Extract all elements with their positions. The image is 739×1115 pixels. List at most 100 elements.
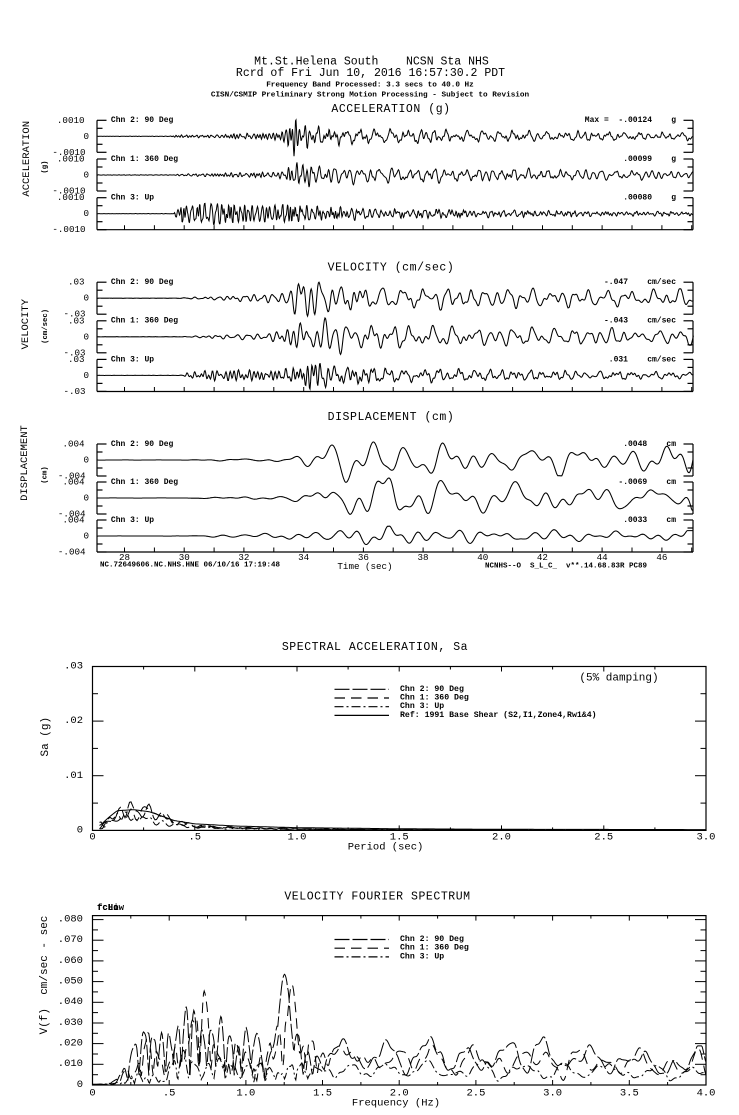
- svg-text:Chn 3: Up: Chn 3: Up: [111, 355, 154, 364]
- svg-text:0: 0: [83, 493, 89, 504]
- svg-text:(cm/sec): (cm/sec): [42, 309, 50, 344]
- svg-text:.00080 g: .00080 g: [623, 194, 676, 203]
- svg-text:-.004: -.004: [58, 547, 86, 558]
- svg-text:1.5: 1.5: [390, 832, 409, 844]
- svg-text:-.0010: -.0010: [52, 186, 85, 197]
- svg-text:3.0: 3.0: [543, 1088, 562, 1100]
- svg-text:1.0: 1.0: [236, 1088, 255, 1100]
- svg-text:36: 36: [358, 552, 369, 563]
- svg-text:42: 42: [537, 552, 548, 563]
- svg-text:30: 30: [179, 552, 190, 563]
- svg-text:.02: .02: [64, 715, 83, 727]
- svg-text:Chn 3: Up: Chn 3: Up: [111, 194, 154, 203]
- svg-text:2.0: 2.0: [492, 832, 511, 844]
- svg-text:3.5: 3.5: [620, 1088, 639, 1100]
- svg-text:NC.72649606.NC.NHS.HNE 06/10/1: NC.72649606.NC.NHS.HNE 06/10/16 17:19:48: [100, 562, 281, 570]
- svg-text:2.5: 2.5: [466, 1088, 485, 1100]
- svg-text:.00099 g: .00099 g: [623, 155, 676, 164]
- svg-text:.0033 cm: .0033 cm: [623, 516, 676, 525]
- svg-text:0: 0: [83, 170, 89, 181]
- svg-text:Ref: 1991 Base Shear (S2,I1,Zo: Ref: 1991 Base Shear (S2,I1,Zone4,Rw1&4): [400, 710, 597, 720]
- svg-text:Chn 2: 90 Deg: Chn 2: 90 Deg: [400, 684, 464, 694]
- svg-text:-.043 cm/sec: -.043 cm/sec: [604, 317, 676, 326]
- svg-text:3.0: 3.0: [697, 832, 716, 844]
- svg-text:0: 0: [77, 825, 83, 837]
- svg-text:.010: .010: [58, 1058, 83, 1070]
- svg-text:VELOCITY (cm/sec): VELOCITY (cm/sec): [328, 262, 455, 275]
- svg-text:0: 0: [89, 1088, 95, 1100]
- svg-text:Time (sec): Time (sec): [337, 561, 392, 572]
- svg-text:.050: .050: [58, 975, 83, 987]
- svg-text:Mt.St.Helena South NCSN Sta: Mt.St.Helena South NCSN Sta NHS: [254, 56, 489, 69]
- svg-text:-.03: -.03: [63, 347, 85, 358]
- svg-text:Sa (g): Sa (g): [40, 717, 52, 757]
- svg-text:fcHi: fcHi: [97, 903, 119, 913]
- svg-text:.5: .5: [163, 1088, 176, 1100]
- svg-text:V(f) cm/sec - sec: V(f) cm/sec - sec: [39, 916, 51, 1035]
- svg-text:.03: .03: [64, 661, 83, 673]
- svg-text:0: 0: [89, 832, 95, 844]
- svg-text:SPECTRAL ACCELERATION, Sa: SPECTRAL ACCELERATION, Sa: [282, 641, 468, 654]
- svg-text:.060: .060: [58, 955, 83, 967]
- svg-text:0: 0: [83, 370, 89, 381]
- svg-text:Chn 3: Up: Chn 3: Up: [111, 516, 154, 525]
- svg-text:VELOCITY FOURIER SPECTRUM: VELOCITY FOURIER SPECTRUM: [284, 891, 470, 904]
- svg-text:Rcrd of Fri Jun 10, 2016 16:57: Rcrd of Fri Jun 10, 2016 16:57:30.2 PDT: [236, 67, 505, 80]
- svg-text:Max = -.00124 g: Max = -.00124 g: [585, 116, 676, 125]
- svg-text:2.5: 2.5: [594, 832, 613, 844]
- svg-text:-.004: -.004: [58, 509, 86, 520]
- svg-text:.004: .004: [62, 439, 85, 450]
- svg-text:Frequency Band Processed: 3.3: Frequency Band Processed: 3.3 secs to 40…: [266, 82, 474, 90]
- svg-text:.040: .040: [58, 996, 83, 1008]
- svg-text:.031 cm/sec: .031 cm/sec: [609, 355, 676, 364]
- svg-text:0: 0: [83, 208, 89, 219]
- svg-text:Chn 1: 360 Deg: Chn 1: 360 Deg: [111, 317, 178, 326]
- svg-text:.070: .070: [58, 934, 83, 946]
- svg-text:Chn 1: 360 Deg: Chn 1: 360 Deg: [400, 943, 469, 953]
- svg-text:2.0: 2.0: [390, 1088, 409, 1100]
- svg-text:.5: .5: [188, 832, 201, 844]
- svg-text:Chn 1: 360 Deg: Chn 1: 360 Deg: [111, 478, 178, 487]
- svg-text:-.004: -.004: [58, 471, 86, 482]
- svg-text:-.0010: -.0010: [52, 224, 85, 235]
- svg-text:0: 0: [77, 1079, 83, 1091]
- svg-text:0: 0: [83, 331, 89, 342]
- svg-text:Chn 1: 360 Deg: Chn 1: 360 Deg: [400, 693, 469, 703]
- svg-text:DISPLACEMENT: DISPLACEMENT: [19, 425, 31, 501]
- svg-text:.020: .020: [58, 1037, 83, 1049]
- svg-text:.01: .01: [64, 770, 83, 782]
- svg-text:-.0010: -.0010: [52, 147, 85, 158]
- svg-text:-.03: -.03: [63, 386, 85, 397]
- svg-text:.03: .03: [68, 277, 85, 288]
- svg-text:.0010: .0010: [57, 154, 85, 165]
- svg-text:Chn 3: Up: Chn 3: Up: [400, 701, 444, 711]
- svg-text:-.03: -.03: [63, 309, 85, 320]
- svg-text:38: 38: [418, 552, 429, 563]
- svg-text:0: 0: [83, 455, 89, 466]
- svg-text:ACCELERATION (g): ACCELERATION (g): [331, 103, 450, 116]
- svg-text:44: 44: [597, 552, 609, 563]
- svg-text:.0010: .0010: [57, 115, 85, 126]
- svg-text:4.0: 4.0: [697, 1088, 716, 1100]
- svg-text:Chn 2: 90 Deg: Chn 2: 90 Deg: [111, 278, 174, 287]
- svg-text:34: 34: [298, 552, 310, 563]
- svg-text:0: 0: [83, 531, 89, 542]
- svg-text:DISPLACEMENT (cm): DISPLACEMENT (cm): [328, 411, 455, 424]
- svg-text:fcLow: fcLow: [97, 903, 125, 913]
- svg-text:VELOCITY: VELOCITY: [20, 298, 32, 349]
- svg-text:(g): (g): [42, 160, 50, 173]
- svg-text:40: 40: [477, 552, 488, 563]
- svg-text:Chn 2: 90 Deg: Chn 2: 90 Deg: [111, 440, 174, 449]
- svg-text:1.5: 1.5: [313, 1088, 332, 1100]
- svg-text:0: 0: [83, 293, 89, 304]
- svg-text:NCNHS--O S_L_C_ v**.14.68.83: NCNHS--O S_L_C_ v**.14.68.83R PC89: [485, 563, 648, 571]
- svg-text:.03: .03: [68, 315, 85, 326]
- svg-text:.030: .030: [58, 1017, 83, 1029]
- svg-text:ACCELERATION: ACCELERATION: [21, 121, 33, 197]
- svg-text:.0010: .0010: [57, 192, 85, 203]
- svg-text:Period (sec): Period (sec): [348, 842, 424, 854]
- svg-text:(cm): (cm): [42, 466, 50, 484]
- svg-text:Chn 3: Up: Chn 3: Up: [400, 951, 444, 961]
- svg-text:(5% damping): (5% damping): [579, 672, 658, 684]
- svg-text:Chn 2: 90 Deg: Chn 2: 90 Deg: [111, 116, 174, 125]
